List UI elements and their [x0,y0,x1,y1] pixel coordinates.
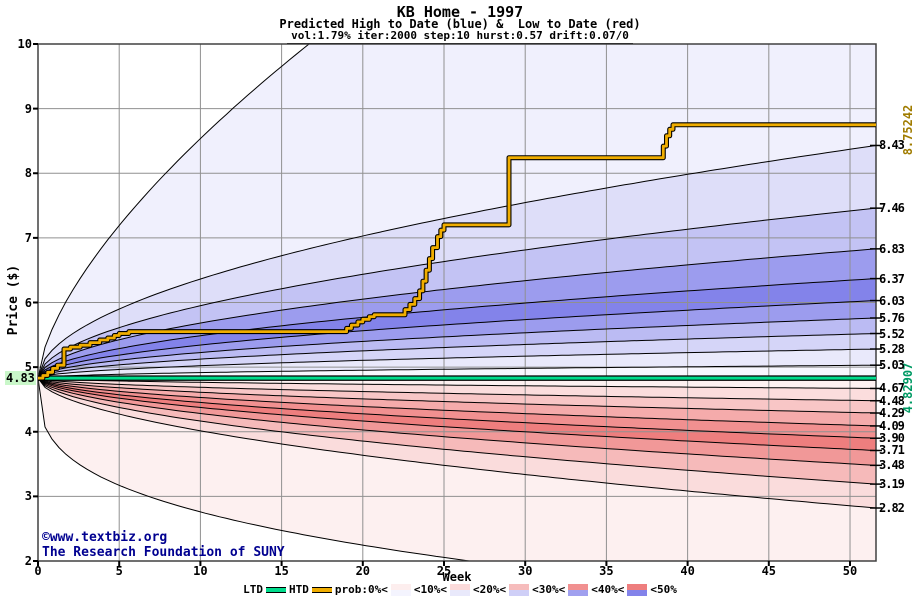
legend-prob-label: <30%< [532,583,566,596]
right-price-label: 3.19 [879,477,905,492]
right-price-label: 4.48 [879,393,905,408]
right-price-label: 6.37 [879,271,905,286]
legend-prob-swatch [627,583,648,596]
legend-prob-label: <20%< [472,583,507,596]
y-tick-label: 5 [24,360,32,375]
right-price-label: 5.76 [879,311,905,325]
legend-line-swatch-ltd [266,586,286,593]
x-tick-label: 45 [761,564,777,578]
right-price-label: 6.03 [879,293,905,308]
x-tick-label: 15 [274,564,289,578]
y-tick-label: 7 [24,230,32,245]
chart-title: KB Home - 1997 [396,3,524,21]
legend-prob-label: <40%< [591,583,625,596]
right-price-label: 3.71 [879,443,905,458]
right-price-label: 4.09 [879,418,905,433]
legend-prob-swatch [568,583,589,596]
x-tick-label: 30 [517,564,533,578]
y-tick-label: 4 [24,424,32,439]
copyright-url[interactable]: ©www.textbiz.org [42,530,168,545]
x-tick-label: 40 [680,564,695,578]
y-tick-label: 3 [24,489,32,504]
htd-line [38,122,876,381]
right-price-label: 3.48 [879,458,905,473]
legend-prob-swatch [449,583,470,596]
legend-prob-label: <10%< [413,583,447,596]
right-price-label: 2.82 [879,501,905,515]
right-label-ticks [870,144,882,509]
y-tick-label: 2 [24,554,32,568]
x-tick-label: 10 [193,564,208,578]
chart-subtitle: Predicted High to Date (blue) & Low to D… [279,17,641,31]
legend-line-swatch-htd [311,586,332,593]
legend-label-ltd: LTD [243,583,263,596]
x-tick-label: 20 [355,564,371,578]
start-price-label: 4.83 [5,371,36,385]
copyright-org: The Research Foundation of SUNY [42,545,285,560]
right-price-label: 5.03 [879,358,905,373]
right-price-label: 6.83 [879,241,905,256]
chart-params: vol:1.79% iter:2000 step:10 hurst:0.57 d… [0,29,920,44]
percentile-curves [38,44,876,561]
right-price-label: 7.46 [879,201,905,216]
copyright-block: ©www.textbiz.org The Research Foundation… [42,530,285,560]
x-tick-label: 25 [436,564,452,578]
x-tick-label: 5 [115,564,123,578]
x-tick-label: 0 [34,564,42,578]
right-price-label: 5.52 [879,326,905,341]
legend-label-htd: HTD [289,583,309,596]
right-price-label: 3.90 [879,431,905,446]
right-price-label: 5.28 [879,342,905,357]
right-price-label: 4.29 [879,406,905,420]
x-axis-title: Week [442,570,472,584]
right-price-label: 8.43 [879,138,905,153]
y-tick-label: 10 [17,37,32,51]
legend-prob-swatch [509,583,530,596]
y-tick-label: 6 [24,295,32,310]
legend-prob-swatch [390,583,411,596]
y-tick-label: 8 [24,166,32,181]
chart-legend: LTD HTD prob:0%< <10%< <20%< <30%< <40%< <50% [0,583,920,596]
axis-ticks [33,43,852,566]
probability-bands [38,44,876,561]
y-tick-label: 9 [24,101,32,116]
legend-prob-label: <50% [650,583,677,596]
right-price-label: 4.67 [879,381,905,396]
x-tick-label: 50 [842,564,858,578]
x-tick-label: 35 [599,564,614,578]
legend-prob-label: prob:0%< [334,583,388,596]
htd-final-value-label: 8.75242 [901,104,915,156]
